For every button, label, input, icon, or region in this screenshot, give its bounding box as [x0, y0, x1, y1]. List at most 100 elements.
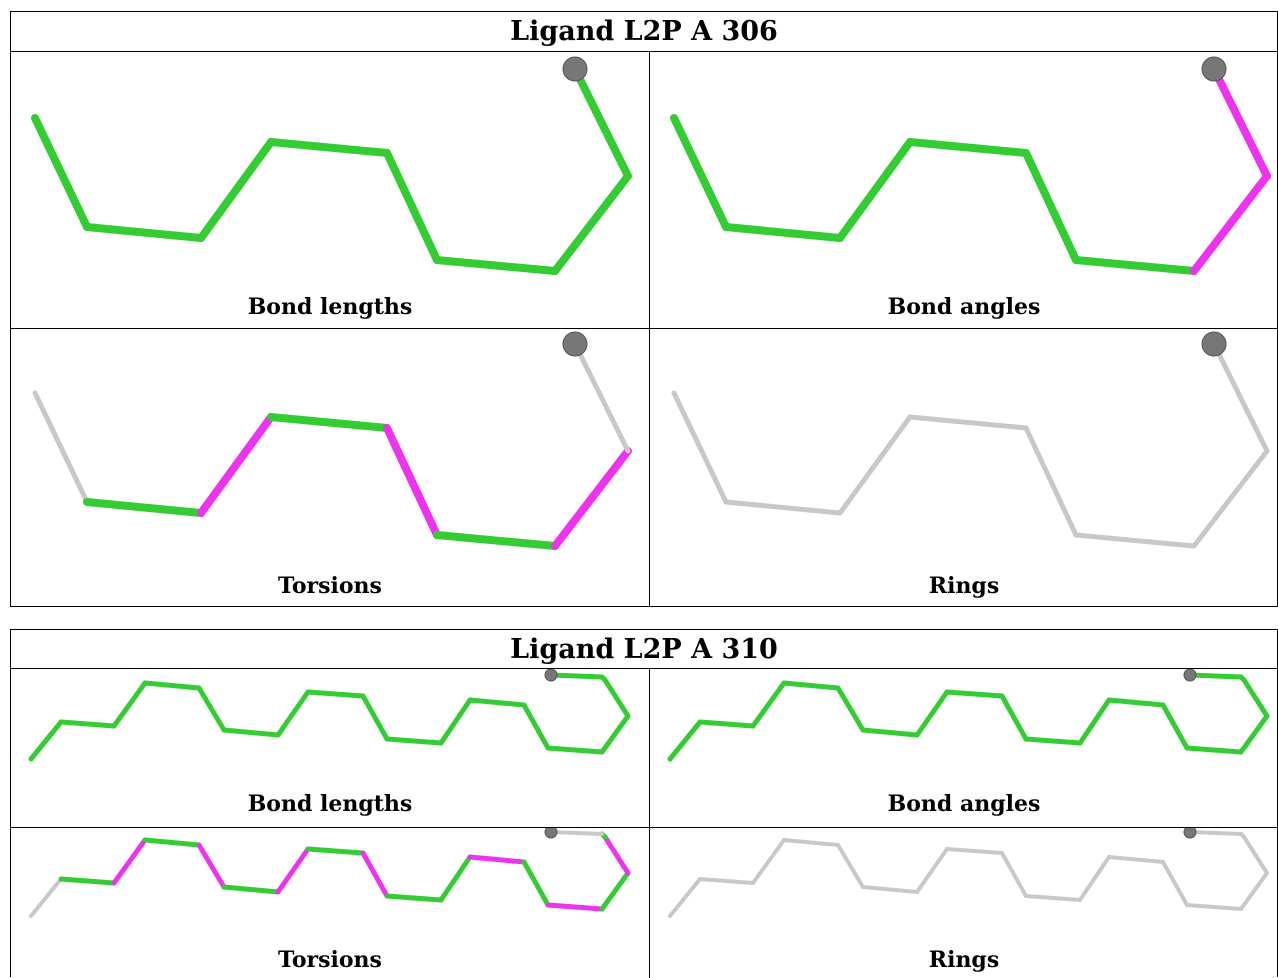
bond: [602, 834, 631, 876]
bond: [196, 685, 227, 733]
bond: [1078, 855, 1111, 902]
panel-bond-lengths: Bond lengths: [11, 669, 649, 827]
bond: [1073, 532, 1197, 549]
bond: [221, 727, 281, 738]
terminal-atom: [544, 669, 558, 682]
bond: [196, 842, 227, 890]
bond: [906, 138, 1030, 157]
bond: [58, 876, 117, 886]
panel-caption: Bond angles: [887, 791, 1041, 817]
bond: [548, 672, 605, 680]
bond: [142, 680, 202, 691]
bond: [1210, 65, 1271, 180]
bond: [836, 843, 865, 889]
bond: [944, 689, 1005, 699]
molecule-diagram: [670, 56, 1271, 275]
bond: [83, 223, 205, 242]
bond: [1211, 341, 1270, 454]
bond: [384, 893, 444, 903]
bond: [836, 138, 914, 242]
bond: [111, 680, 148, 729]
panel-caption: Torsions: [278, 947, 382, 973]
bond: [667, 719, 703, 762]
molecule-diagram: [668, 828, 1269, 918]
bond: [668, 877, 702, 918]
divider: [11, 51, 1277, 52]
bond: [305, 689, 366, 699]
panel-caption: Torsions: [278, 573, 382, 599]
molecule-diagram: [671, 331, 1270, 549]
bond: [1190, 172, 1271, 275]
bond: [1024, 894, 1082, 902]
bond: [1160, 702, 1190, 751]
bond: [835, 685, 866, 733]
molecule-diagram: [667, 669, 1270, 762]
bond: [1106, 697, 1166, 708]
bond: [267, 413, 391, 432]
bond: [551, 447, 632, 550]
bond: [722, 223, 844, 242]
panel-bond-angles: Bond angles: [650, 52, 1278, 328]
panel-torsions: Torsions: [11, 329, 649, 607]
bond: [197, 138, 275, 242]
terminal-atom: [544, 828, 558, 839]
bond: [383, 149, 441, 264]
bond: [1187, 672, 1244, 680]
panel-caption: Rings: [928, 573, 1000, 599]
divider: [649, 668, 650, 978]
bond: [360, 693, 390, 742]
bond: [521, 859, 551, 908]
bond: [602, 677, 631, 719]
bond: [599, 713, 631, 755]
bond: [549, 830, 604, 836]
terminal-atom: [1201, 56, 1227, 82]
ligand-title-310: Ligand L2P A 310: [510, 634, 778, 665]
bond: [521, 702, 551, 751]
bond: [907, 414, 1029, 431]
molecule-diagram: [28, 669, 631, 762]
bond: [1188, 830, 1243, 836]
bond: [999, 693, 1029, 742]
bond: [1000, 851, 1028, 898]
bond: [671, 390, 729, 505]
divider: [11, 328, 1277, 329]
bond: [599, 870, 631, 912]
bond: [438, 697, 473, 746]
bond: [305, 846, 366, 856]
panel-caption: Bond lengths: [247, 791, 413, 817]
molecule-diagram: [32, 331, 632, 550]
bond: [31, 114, 91, 231]
bond: [723, 499, 843, 516]
bond: [698, 877, 755, 885]
bond: [545, 902, 605, 912]
terminal-atom: [1183, 828, 1197, 839]
bond: [275, 689, 311, 738]
ligand-title-306: Ligand L2P A 306: [510, 16, 778, 47]
bond: [384, 736, 444, 746]
panel-caption: Bond angles: [887, 294, 1041, 320]
divider: [649, 51, 650, 607]
bond: [1185, 903, 1243, 911]
molecule-diagram: [31, 56, 632, 275]
ligand-block-310: Ligand L2P A 310 Bond lengths Bond angle…: [10, 629, 1278, 978]
bond: [861, 885, 919, 894]
panel-rings: Rings: [650, 828, 1278, 978]
terminal-atom: [562, 56, 588, 82]
bond: [860, 727, 920, 738]
bond: [697, 719, 756, 729]
bond: [142, 837, 202, 848]
bond: [1023, 425, 1079, 538]
bond: [83, 498, 205, 517]
panel-torsions: Torsions: [11, 828, 649, 978]
bond: [360, 850, 390, 899]
divider: [11, 668, 1277, 669]
bond: [1077, 697, 1112, 746]
panel-bond-angles: Bond angles: [650, 669, 1278, 827]
bond: [551, 172, 632, 275]
bond: [945, 847, 1004, 855]
panel-caption: Rings: [928, 947, 1000, 973]
bond: [467, 697, 527, 708]
bond: [1022, 149, 1080, 264]
bond: [221, 884, 281, 895]
bond: [545, 745, 605, 755]
